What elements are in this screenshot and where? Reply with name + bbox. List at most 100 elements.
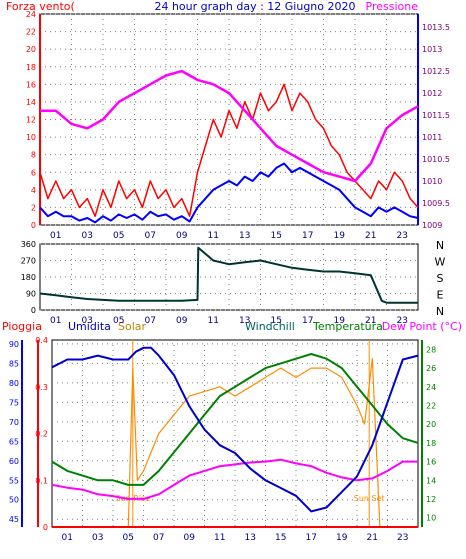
pressure-y-tick-label: 1013.5 (422, 23, 450, 32)
direction-y-tick-label: 0 (31, 306, 36, 315)
humidity-y-tick-label: 90 (9, 340, 19, 349)
pressure-y-tick-label: 1010.5 (422, 155, 450, 164)
top-x-tick-label: 17 (302, 231, 313, 241)
pressure-y-tick-label: 1010 (422, 177, 442, 186)
wind-y-tick-label: 20 (26, 45, 36, 54)
pressure-y-tick-label: 1012 (422, 89, 442, 98)
humidity-legend: Umidita (68, 320, 111, 333)
bot-x-tick-label: 01 (62, 533, 73, 543)
mid-x-tick-label: 03 (82, 316, 93, 326)
top-x-tick-label: 15 (271, 231, 282, 241)
wind-y-tick-label: 22 (26, 28, 36, 37)
wind-y-tick-label: 14 (26, 98, 36, 107)
direction-y-tick-label: 90 (26, 290, 36, 299)
top-x-tick-label: 13 (239, 231, 250, 241)
compass-label: N (436, 305, 444, 318)
top-x-tick-label: 07 (145, 231, 156, 241)
bot-x-tick-label: 17 (306, 533, 317, 543)
bot-x-tick-label: 23 (397, 533, 408, 543)
pressure-y-tick-label: 1011 (422, 133, 442, 142)
rain-y-tick-label: 0.3 (35, 383, 48, 392)
top-x-tick-label: 01 (50, 231, 61, 241)
wind-average-line (39, 162, 419, 224)
dewpoint-line (51, 458, 418, 500)
pressure-y-tick-label: 1009.5 (422, 199, 450, 208)
bot-x-tick-label: 05 (123, 533, 134, 543)
direction-y-tick-label: 360 (21, 240, 36, 249)
direction-y-tick-label: 270 (21, 257, 36, 266)
windchill-legend: Windchill (245, 320, 295, 333)
humidity-y-tick-label: 45 (9, 515, 19, 524)
bot-x-tick-label: 09 (184, 533, 196, 543)
humidity-y-tick-label: 80 (9, 379, 19, 388)
rain-y-tick-label: 0.2 (35, 430, 48, 439)
wind-direction-line (39, 246, 418, 304)
top-x-tick-label: 23 (397, 231, 408, 241)
humidity-y-tick-label: 85 (9, 359, 19, 368)
mid-x-tick-label: 15 (271, 316, 282, 326)
mid-x-tick-label: 13 (239, 316, 250, 326)
pressure-axis-title: Pressione (366, 0, 419, 13)
wind-y-tick-label: 16 (26, 80, 36, 89)
mid-x-tick-label: 11 (208, 316, 219, 326)
mid-x-tick-label: 21 (365, 316, 376, 326)
mid-x-tick-label: 07 (145, 316, 156, 326)
solar-legend: Solar (118, 320, 147, 333)
top-x-tick-label: 21 (365, 231, 376, 241)
temperature-y-tick-label: 20 (426, 420, 436, 429)
bot-x-tick-label: 13 (245, 533, 256, 543)
direction-y-tick-label: 180 (21, 273, 36, 282)
wind-y-tick-label: 6 (31, 168, 36, 177)
pressure-y-tick-label: 1009 (422, 221, 442, 230)
humidity-y-tick-label: 65 (9, 437, 19, 446)
temperature-y-tick-label: 26 (426, 364, 436, 373)
wind-axis-title: Forza vento( (6, 0, 75, 13)
top-x-tick-label: 09 (176, 231, 188, 241)
top-x-tick-label: 19 (334, 231, 346, 241)
temperature-y-tick-label: 24 (426, 383, 436, 392)
wind-y-tick-label: 2 (31, 203, 36, 212)
temperature-line (51, 353, 419, 486)
humidity-y-tick-label: 75 (9, 398, 19, 407)
temperature-y-tick-label: 16 (426, 458, 436, 467)
bot-x-tick-label: 15 (275, 533, 286, 543)
bot-x-tick-label: 07 (153, 533, 164, 543)
temperature-humidity-panel: 45 50 55 60 65 70 75 80 85 90 0 0.1 0.2 0.3 0.4 10 12 14 1… (9, 336, 436, 543)
sun-annotation: Sun Set (354, 494, 385, 503)
wind-y-tick-label: 12 (26, 116, 36, 125)
compass-label: W (435, 256, 446, 269)
top-x-tick-label: 03 (82, 231, 93, 241)
temperature-legend: Temperatura (312, 320, 383, 333)
pressure-line (40, 69, 419, 183)
humidity-line (51, 346, 419, 513)
bot-x-tick-label: 19 (336, 533, 348, 543)
temperature-y-tick-label: 22 (426, 401, 436, 410)
rain-axis-title: Pioggia (2, 320, 42, 333)
compass-label: S (437, 272, 444, 285)
compass-label: N (436, 239, 444, 252)
top-x-tick-label: 05 (113, 231, 124, 241)
temperature-y-tick-label: 14 (426, 476, 436, 485)
wind-y-tick-label: 4 (31, 186, 36, 195)
temperature-y-tick-label: 28 (426, 345, 436, 354)
wind-y-tick-label: 18 (26, 63, 36, 72)
chart-title: 24 hour graph day : 12 Giugno 2020 (154, 0, 355, 13)
humidity-y-tick-label: 55 (9, 476, 19, 485)
rain-y-tick-label: 0 (43, 523, 48, 532)
humidity-y-tick-label: 60 (9, 457, 19, 466)
wind-pressure-panel: 02468101214161820222410091009.510101010.… (26, 10, 450, 241)
mid-x-tick-label: 23 (397, 316, 408, 326)
rain-y-tick-label: 0.4 (35, 336, 48, 345)
rain-y-tick-label: 0.1 (35, 476, 48, 485)
compass-label: E (437, 289, 444, 302)
humidity-y-tick-label: 70 (9, 418, 19, 427)
wind-y-tick-label: 0 (31, 221, 36, 230)
temperature-y-tick-label: 18 (426, 439, 436, 448)
wind-y-tick-label: 8 (31, 151, 36, 160)
bot-x-tick-label: 03 (92, 533, 103, 543)
mid-x-tick-label: 17 (302, 316, 313, 326)
bot-x-tick-label: 21 (367, 533, 378, 543)
